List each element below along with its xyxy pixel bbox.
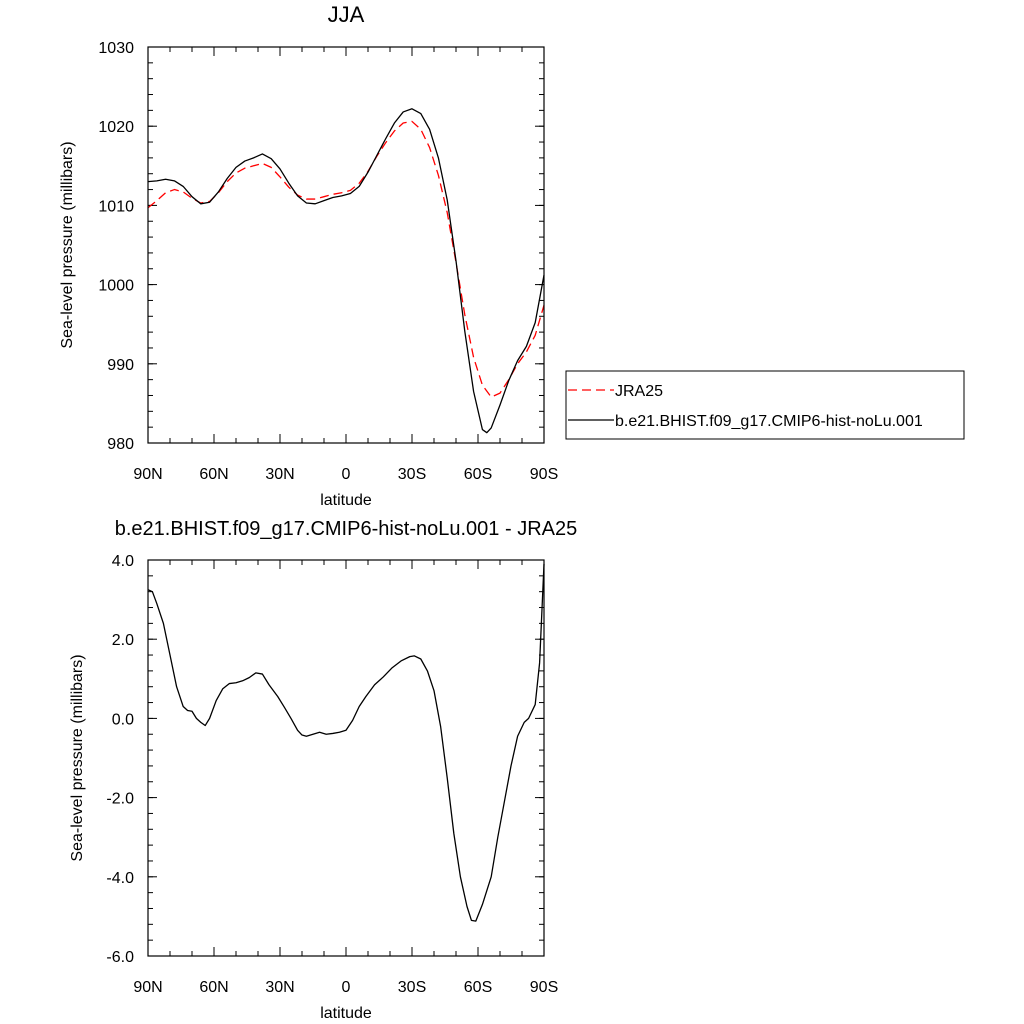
legend-label-model: b.e21.BHIST.f09_g17.CMIP6-hist-noLu.001 — [615, 413, 923, 430]
y-tick-label: 4.0 — [112, 553, 134, 570]
y-tick-label: 0.0 — [112, 711, 134, 728]
series-line-1 — [147, 108, 545, 434]
top-x-axis-label: latitude — [320, 492, 372, 509]
y-tick-label: -4.0 — [106, 870, 134, 887]
y-tick-label: 980 — [107, 436, 134, 453]
legend-label-jra25: JRA25 — [615, 383, 663, 400]
top-chart-title: JJA — [328, 2, 365, 27]
top-y-axis-label: Sea-level pressure (millibars) — [59, 141, 76, 348]
x-tick-label: 30S — [398, 979, 426, 996]
y-tick-label: 2.0 — [112, 632, 134, 649]
top-x-tick-labels: 90N 60N 30N 0 30S 60S 90S — [133, 466, 558, 483]
x-tick-label: 60S — [464, 979, 492, 996]
y-tick-label: -6.0 — [106, 949, 134, 966]
x-tick-label: 30N — [265, 466, 294, 483]
y-tick-label: -2.0 — [106, 791, 134, 808]
bottom-y-tick-labels: -6.0 -4.0 -2.0 0.0 2.0 4.0 — [106, 553, 134, 966]
top-panel: JJA 90N 60N 30N 0 30S 60S 90S 980 990 1000 1010 10… — [59, 2, 965, 509]
x-tick-label: 60N — [199, 466, 228, 483]
x-tick-label: 0 — [342, 466, 351, 483]
bottom-panel: b.e21.BHIST.f09_g17.CMIP6-hist-noLu.001 … — [69, 518, 577, 1022]
bottom-y-axis-label: Sea-level pressure (millibars) — [69, 654, 86, 861]
x-tick-label: 60S — [464, 466, 492, 483]
y-tick-label: 1020 — [98, 119, 134, 136]
y-tick-label: 1010 — [98, 198, 134, 215]
series-line-0 — [147, 563, 545, 922]
series-line-0 — [147, 120, 545, 398]
x-tick-label: 30N — [265, 979, 294, 996]
x-tick-label: 90S — [530, 979, 558, 996]
x-tick-label: 90S — [530, 466, 558, 483]
top-legend: JRA25 b.e21.BHIST.f09_g17.CMIP6-hist-noL… — [565, 370, 965, 440]
top-series-lines — [147, 108, 545, 434]
x-tick-label: 30S — [398, 466, 426, 483]
top-plot-frame — [147, 46, 545, 444]
bottom-x-axis-label: latitude — [320, 1005, 372, 1022]
top-y-tick-labels: 980 990 1000 1010 1020 1030 — [98, 40, 134, 453]
y-tick-label: 1000 — [98, 278, 134, 295]
bottom-axis-ticks — [147, 559, 545, 957]
bottom-chart-title: b.e21.BHIST.f09_g17.CMIP6-hist-noLu.001 … — [115, 518, 577, 540]
top-axis-ticks — [147, 46, 545, 444]
bottom-plot-frame — [147, 559, 545, 957]
y-tick-label: 990 — [107, 357, 134, 374]
y-tick-label: 1030 — [98, 40, 134, 57]
bottom-x-tick-labels: 90N 60N 30N 0 30S 60S 90S — [133, 979, 558, 996]
x-tick-label: 0 — [342, 979, 351, 996]
x-tick-label: 90N — [133, 979, 162, 996]
x-tick-label: 60N — [199, 979, 228, 996]
legend-frame — [565, 370, 965, 440]
bottom-series-lines — [147, 563, 545, 922]
x-tick-label: 90N — [133, 466, 162, 483]
